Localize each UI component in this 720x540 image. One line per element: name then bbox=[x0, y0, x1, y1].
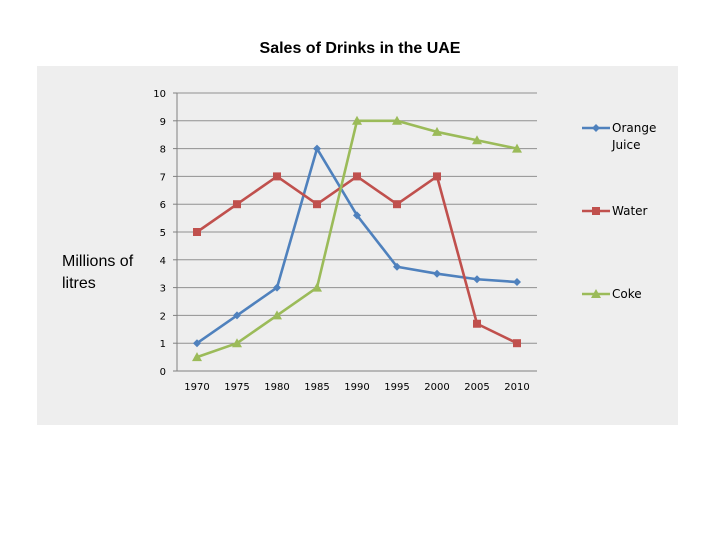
data-point bbox=[513, 278, 521, 287]
data-point bbox=[591, 289, 601, 298]
data-point bbox=[193, 228, 201, 236]
y-tick-label: 5 bbox=[160, 228, 166, 239]
data-point bbox=[353, 211, 361, 220]
x-tick-label: 2005 bbox=[464, 382, 489, 393]
data-point bbox=[273, 172, 281, 181]
chart-title: Sales of Drinks in the UAE bbox=[259, 40, 461, 57]
legend-label: Water bbox=[612, 204, 648, 218]
y-axis-label: Millions of litres bbox=[62, 253, 134, 292]
series-line bbox=[196, 119, 518, 359]
x-tick-label: 1970 bbox=[184, 382, 209, 393]
y-tick-label: 7 bbox=[160, 172, 166, 183]
legend-label: Juice bbox=[611, 138, 640, 152]
data-point bbox=[473, 275, 481, 284]
legend-entry: Water bbox=[582, 204, 648, 218]
data-point bbox=[433, 269, 441, 278]
legend: Orange Juice Water Coke bbox=[582, 121, 656, 301]
data-point bbox=[433, 172, 441, 181]
tick-labels: 0 1 2 3 4 5 6 7 8 9 10 1970 1975 1980 1985 1990 1995 2000… bbox=[153, 89, 529, 393]
data-point bbox=[392, 115, 402, 125]
data-point bbox=[592, 124, 600, 132]
x-tick-label: 1990 bbox=[344, 382, 369, 393]
data-point bbox=[273, 283, 281, 292]
data-point bbox=[432, 126, 442, 136]
data-point bbox=[272, 310, 282, 320]
data-point bbox=[192, 352, 202, 362]
axes bbox=[173, 92, 537, 372]
y-tick-label: 4 bbox=[160, 256, 166, 267]
y-tick-label: 2 bbox=[160, 311, 166, 322]
data-point bbox=[232, 338, 242, 348]
x-tick-label: 1985 bbox=[304, 382, 329, 393]
data-point bbox=[353, 172, 361, 181]
data-point bbox=[312, 282, 322, 292]
data-point bbox=[313, 144, 321, 153]
y-tick-label: 8 bbox=[160, 145, 166, 156]
legend-entry: Orange Juice bbox=[582, 121, 656, 152]
data-point bbox=[393, 262, 401, 271]
y-tick-label: 10 bbox=[153, 89, 166, 100]
y-tick-label: 6 bbox=[160, 200, 166, 211]
y-tick-label: 3 bbox=[160, 284, 166, 295]
data-point bbox=[313, 200, 321, 209]
x-tick-label: 1975 bbox=[224, 382, 249, 393]
data-point bbox=[393, 200, 401, 209]
series-group bbox=[192, 115, 522, 362]
chart-area bbox=[37, 66, 678, 425]
y-tick-label: 1 bbox=[160, 339, 166, 350]
data-point bbox=[472, 135, 482, 145]
legend-entry: Coke bbox=[582, 287, 642, 301]
data-point bbox=[473, 319, 481, 328]
x-tick-label: 1995 bbox=[384, 382, 409, 393]
data-point bbox=[512, 143, 522, 153]
data-point bbox=[513, 339, 521, 348]
data-point bbox=[592, 207, 600, 215]
y-tick-label: 9 bbox=[160, 117, 166, 128]
series-coke bbox=[192, 115, 522, 362]
y-tick-label: 0 bbox=[160, 367, 166, 378]
series-water bbox=[193, 172, 521, 348]
data-point bbox=[233, 311, 241, 320]
data-point bbox=[352, 115, 362, 125]
legend-label: Orange bbox=[612, 121, 656, 135]
x-tick-label: 2010 bbox=[504, 382, 529, 393]
x-tick-label: 2000 bbox=[424, 382, 449, 393]
x-tick-label: 1980 bbox=[264, 382, 289, 393]
data-point bbox=[193, 339, 201, 348]
data-point bbox=[233, 200, 241, 209]
legend-label: Coke bbox=[612, 287, 642, 301]
